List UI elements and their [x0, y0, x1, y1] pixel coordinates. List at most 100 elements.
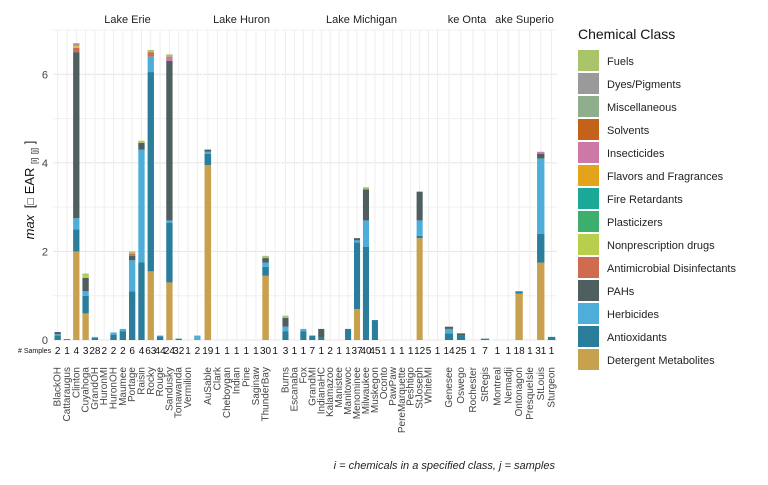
site-label: Cattaraugus — [62, 367, 73, 421]
y-axis-title-box-glyph: □ — [25, 198, 37, 205]
bar-segment — [82, 273, 89, 276]
site-label: PereMarquette — [397, 367, 408, 434]
sample-count: 28 — [89, 346, 101, 357]
bar-segment — [166, 61, 173, 221]
sample-count: 1 — [470, 346, 476, 357]
bar-segment — [73, 52, 80, 219]
bar-segment — [82, 291, 89, 296]
site-label: Genesee — [444, 367, 455, 408]
legend-swatch — [578, 326, 599, 347]
bar-segment — [138, 140, 145, 143]
sample-count: 1 — [234, 346, 240, 357]
bar-segment — [362, 220, 370, 247]
y-axis-title-prefix: max — [22, 214, 37, 239]
sample-count: 12 — [414, 346, 426, 357]
sample-count: 1 — [64, 346, 70, 357]
y-axis-title-sub: [i] — [30, 158, 39, 164]
bar-segment — [262, 262, 269, 267]
legend-label: Antimicrobial Disinfectants — [607, 263, 736, 275]
bar-segment — [147, 52, 154, 57]
bar-segment — [515, 291, 523, 294]
samples-label: # Samples — [18, 348, 52, 355]
bar-segment — [138, 262, 145, 340]
legend: Chemical Class Fuels Dyes/Pigments Miscell… — [578, 26, 736, 370]
site-label: Escanaba — [289, 367, 300, 412]
bar-segment — [82, 295, 89, 314]
bar-segment — [73, 47, 80, 53]
bar-segment — [204, 149, 212, 152]
site-label: Nemadji — [503, 367, 514, 404]
bar-segment — [147, 271, 154, 340]
sample-count: 2 — [55, 346, 61, 357]
bar-segment — [362, 247, 370, 340]
sample-count: 1 — [292, 346, 298, 357]
sample-count: 44 — [155, 346, 167, 357]
site-label: StJoseph — [415, 367, 426, 409]
legend-item: Dyes/Pigments — [578, 73, 681, 94]
sample-count: 3 — [283, 346, 289, 357]
site-label: StRegis — [480, 367, 491, 402]
legend-label: Nonprescription drugs — [607, 240, 715, 252]
bar-segment — [362, 189, 370, 221]
bar-segment — [194, 335, 201, 340]
bar-segment — [318, 328, 325, 338]
legend-swatch — [578, 257, 599, 278]
facet-title: ke Onta — [448, 14, 487, 26]
site-label: Rouge — [155, 367, 166, 397]
bar-segment — [73, 229, 80, 252]
bar-segment — [262, 266, 269, 276]
sample-count: 4 — [139, 346, 145, 357]
bar-segment — [537, 158, 545, 234]
site-label: AuSable — [203, 367, 214, 405]
facet-title: ake Superio — [495, 14, 554, 26]
site-label: HuronMI — [99, 367, 110, 405]
sample-count: 1 — [318, 346, 324, 357]
sample-count: 18 — [514, 346, 526, 357]
sample-count: 1 — [336, 346, 342, 357]
sample-count: 7 — [482, 346, 488, 357]
bar-segment — [262, 258, 269, 263]
legend-item: Herbicides — [578, 303, 659, 324]
bar-segment — [91, 336, 99, 338]
y-axis: max [□ EAR [i] [j] ] 0 2 4 6 — [22, 69, 48, 347]
sample-count: 7 — [310, 346, 316, 357]
site-label: Sandusky — [164, 367, 175, 411]
site-label: WhiteMI — [424, 367, 435, 404]
bar-segment — [456, 335, 466, 340]
site-label: Oconto — [379, 367, 390, 400]
sample-count: 6 — [129, 346, 135, 357]
site-label: Tonawanda — [174, 367, 185, 419]
sample-count: 1 — [527, 346, 533, 357]
site-label: Oswego — [456, 367, 467, 404]
legend-item: Nonprescription drugs — [578, 234, 715, 255]
legend-item: Miscellaneous — [578, 96, 677, 117]
legend-label: Solvents — [607, 125, 650, 137]
bar-segment — [54, 335, 61, 340]
legend-label: Herbicides — [607, 309, 659, 321]
site-label: Saginaw — [251, 366, 262, 405]
sample-count: 19 — [202, 346, 214, 357]
y-axis-title-box: [ — [22, 204, 37, 208]
sample-count: 1 — [505, 346, 511, 357]
bar-segment — [204, 151, 212, 154]
facet-lake-michigan — [282, 187, 423, 340]
legend-label: Detergent Metabolites — [607, 355, 715, 367]
legend-title: Chemical Class — [578, 26, 675, 42]
site-label: Montreal — [492, 367, 503, 406]
sample-count: 31 — [535, 346, 547, 357]
facet-lake-huron — [204, 149, 269, 340]
sample-count: 2 — [111, 346, 117, 357]
bar-segment — [318, 337, 325, 340]
y-tick-label: 2 — [42, 246, 48, 258]
bar-segment — [282, 317, 289, 327]
bar-segment — [282, 331, 289, 340]
legend-label: Flavors and Fragrances — [607, 171, 724, 183]
bar-segment — [353, 238, 361, 241]
bar-segment — [537, 151, 545, 154]
bar-segment — [82, 275, 89, 278]
site-label: Kalamazoo — [325, 367, 336, 417]
bar-segment — [537, 154, 545, 159]
bar-segment — [175, 338, 182, 340]
bar-segment — [128, 253, 136, 256]
